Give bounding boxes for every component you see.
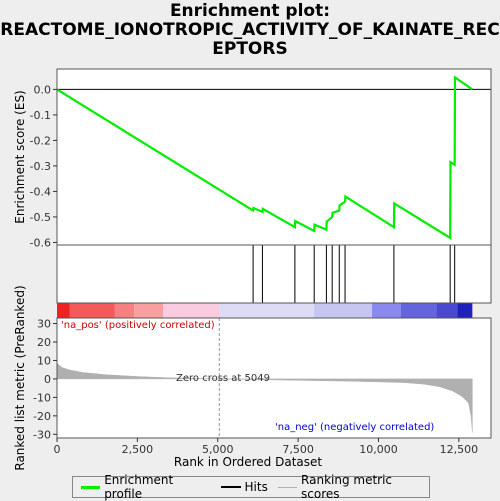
es-ytick-label-6: -0.6 bbox=[30, 236, 51, 249]
legend-swatch-hits bbox=[220, 486, 241, 488]
title-line-2: REACTOME_IONOTROPIC_ACTIVITY_OF_KAINATE_… bbox=[0, 20, 500, 40]
es-ytick-label-0: 0.0 bbox=[34, 83, 52, 96]
chart-title: Enrichment plot: REACTOME_IONOTROPIC_ACT… bbox=[0, 2, 500, 59]
legend-swatch-metric bbox=[277, 486, 298, 488]
hits-panel-bg bbox=[57, 245, 491, 303]
zero-cross-label: Zero cross at 5049 bbox=[176, 373, 270, 384]
xtick-label-0: 0 bbox=[54, 443, 61, 456]
color-bar-segment-3 bbox=[134, 303, 164, 318]
xtick-label-5: 12,500 bbox=[440, 443, 479, 456]
metric-ytick-label-0: 30 bbox=[37, 318, 51, 331]
es-profile-line bbox=[56, 75, 473, 240]
es-y-axis-label: Enrichment score (ES) bbox=[13, 90, 27, 223]
metric-ytick-label-2: 10 bbox=[37, 354, 51, 367]
color-bar-segment-0 bbox=[57, 303, 70, 318]
legend-label-enrichment: Enrichment profile bbox=[104, 473, 174, 501]
legend-swatch-enrichment bbox=[81, 485, 101, 489]
xtick-label-4: 10,000 bbox=[359, 443, 398, 456]
metric-ytick-label-6: -30 bbox=[33, 428, 51, 441]
xtick-label-2: 5,000 bbox=[202, 443, 234, 456]
legend-item-hits: Hits bbox=[220, 480, 268, 494]
es-ytick-label-4: -0.4 bbox=[30, 185, 51, 198]
legend-label-hits: Hits bbox=[244, 480, 268, 494]
color-bar-segment-9 bbox=[436, 303, 458, 318]
color-bar-segment-5 bbox=[219, 303, 315, 318]
legend: Enrichment profile Hits Ranking metric s… bbox=[72, 473, 430, 501]
xtick-label-1: 2,500 bbox=[122, 443, 154, 456]
x-axis-label: Rank in Ordered Dataset bbox=[174, 455, 322, 469]
metric-ytick-label-5: -20 bbox=[33, 410, 51, 423]
negative-correlation-label: 'na_neg' (negatively correlated) bbox=[275, 422, 434, 433]
legend-item-metric: Ranking metric scores bbox=[277, 473, 429, 501]
xtick-label-3: 7,500 bbox=[282, 443, 314, 456]
legend-item-enrichment: Enrichment profile bbox=[81, 473, 211, 501]
color-bar-segment-7 bbox=[372, 303, 401, 318]
es-panel-bg bbox=[57, 69, 491, 245]
color-bar-segment-10 bbox=[457, 303, 473, 318]
ranking-metric-area bbox=[56, 362, 473, 433]
positive-correlation-label: 'na_pos' (positively correlated) bbox=[61, 320, 215, 331]
title-line-1: Enrichment plot: bbox=[169, 1, 331, 21]
color-bar-segment-1 bbox=[69, 303, 115, 318]
top-panels-frame bbox=[56, 68, 492, 304]
es-ytick-label-2: -0.2 bbox=[30, 134, 51, 147]
es-ytick-label-5: -0.5 bbox=[30, 211, 51, 224]
color-bar-segment-6 bbox=[314, 303, 373, 318]
es-ytick-label-1: -0.1 bbox=[30, 109, 51, 122]
es-ytick-label-3: -0.3 bbox=[30, 160, 51, 173]
title-line-3: EPTORS bbox=[212, 39, 288, 59]
color-bar-segment-4 bbox=[163, 303, 220, 318]
legend-label-metric: Ranking metric scores bbox=[301, 473, 393, 501]
metric-panel-frame bbox=[56, 317, 492, 439]
metric-ytick-label-3: 0 bbox=[44, 373, 51, 386]
color-bar-segment-2 bbox=[114, 303, 135, 318]
color-bar-segment-8 bbox=[400, 303, 437, 318]
metric-ytick-label-1: 20 bbox=[37, 336, 51, 349]
metric-ytick-label-4: -10 bbox=[33, 391, 51, 404]
metric-y-axis-label: Ranked list metric (PreRanked) bbox=[13, 285, 27, 470]
